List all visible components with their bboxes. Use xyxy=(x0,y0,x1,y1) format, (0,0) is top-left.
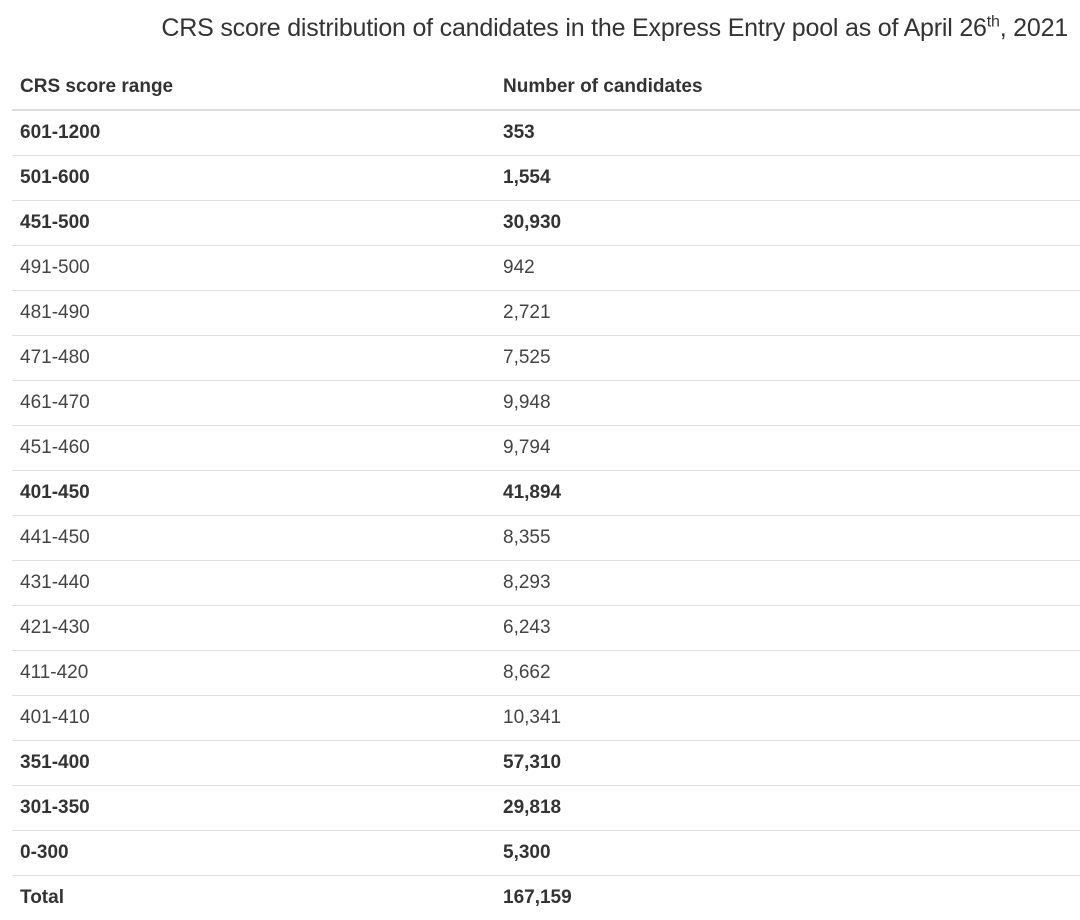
candidate-count-cell: 9,794 xyxy=(495,426,1080,471)
candidate-count-cell: 57,310 xyxy=(495,741,1080,786)
candidate-count-cell: 8,293 xyxy=(495,561,1080,606)
score-range-cell: 0-300 xyxy=(12,831,495,876)
candidate-count-cell: 8,355 xyxy=(495,516,1080,561)
score-range-cell: 401-410 xyxy=(12,696,495,741)
title-year: , 2021 xyxy=(1000,14,1068,42)
score-range-cell: 431-440 xyxy=(12,561,495,606)
title-main: CRS score distribution of candidates in … xyxy=(161,14,986,42)
header-number-of-candidates: Number of candidates xyxy=(495,65,1080,110)
score-range-cell: 451-500 xyxy=(12,201,495,246)
score-range-cell: Total xyxy=(12,876,495,920)
crs-distribution-table: CRS score range Number of candidates 601… xyxy=(12,65,1080,920)
score-range-cell: 501-600 xyxy=(12,156,495,201)
candidate-count-cell: 353 xyxy=(495,110,1080,156)
score-range-cell: 421-430 xyxy=(12,606,495,651)
score-range-cell: 481-490 xyxy=(12,291,495,336)
candidate-count-cell: 10,341 xyxy=(495,696,1080,741)
candidate-count-cell: 30,930 xyxy=(495,201,1080,246)
score-range-cell: 301-350 xyxy=(12,786,495,831)
candidate-count-cell: 9,948 xyxy=(495,381,1080,426)
table-header-row: CRS score range Number of candidates xyxy=(12,65,1080,110)
candidate-count-cell: 167,159 xyxy=(495,876,1080,920)
score-range-cell: 351-400 xyxy=(12,741,495,786)
score-range-cell: 461-470 xyxy=(12,381,495,426)
candidate-count-cell: 7,525 xyxy=(495,336,1080,381)
candidate-count-cell: 1,554 xyxy=(495,156,1080,201)
score-range-cell: 401-450 xyxy=(12,471,495,516)
score-range-cell: 441-450 xyxy=(12,516,495,561)
candidate-count-cell: 942 xyxy=(495,246,1080,291)
title-ordinal-suffix: th xyxy=(987,14,1000,31)
candidate-count-cell: 8,662 xyxy=(495,651,1080,696)
score-range-cell: 471-480 xyxy=(12,336,495,381)
candidate-count-cell: 29,818 xyxy=(495,786,1080,831)
page-title: CRS score distribution of candidates in … xyxy=(0,14,1068,43)
score-range-cell: 491-500 xyxy=(12,246,495,291)
score-range-cell: 451-460 xyxy=(12,426,495,471)
candidate-count-cell: 2,721 xyxy=(495,291,1080,336)
candidate-count-cell: 5,300 xyxy=(495,831,1080,876)
candidate-count-cell: 6,243 xyxy=(495,606,1080,651)
score-range-cell: 601-1200 xyxy=(12,110,495,156)
candidate-count-cell: 41,894 xyxy=(495,471,1080,516)
score-range-cell: 411-420 xyxy=(12,651,495,696)
header-crs-score-range: CRS score range xyxy=(12,65,495,110)
